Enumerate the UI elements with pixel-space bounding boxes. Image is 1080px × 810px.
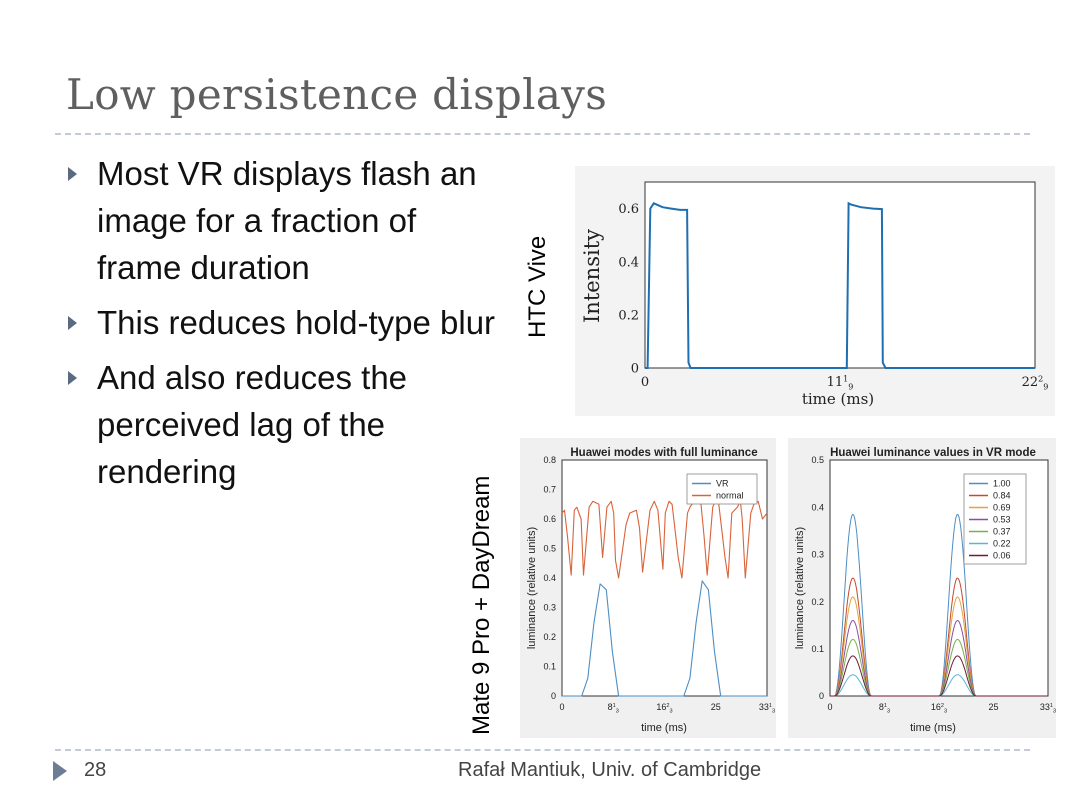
y-tick-label: 0.4 <box>618 255 639 270</box>
htc-vive-intensity-chart: 0 1119 2229 0 0.2 0.4 0.6 time (ms) Intensity <box>575 166 1055 416</box>
legend-box <box>686 473 758 505</box>
y-tick-label: 0.2 <box>811 597 824 607</box>
x-tick-label: 813 <box>879 702 890 714</box>
bullet-item: Most VR displays flash an image for a fr… <box>62 150 502 291</box>
x-tick-label: 1623 <box>656 702 672 714</box>
y-axis-label: luminance (relative units) <box>526 527 538 649</box>
title-divider <box>55 133 1030 135</box>
y-tick-label: 0.5 <box>811 455 824 465</box>
legend-entry: VR <box>716 479 729 489</box>
x-tick-label: 0 <box>827 702 832 712</box>
huawei-full-luminance-chart: Huawei modes with full luminance 0 813 162… <box>520 438 776 738</box>
slide-title: Low persistence displays <box>66 70 608 119</box>
bullet-arrow-icon <box>68 371 77 385</box>
bullet-arrow-icon <box>68 316 77 330</box>
footer-credit: Rafał Mantiuk, Univ. of Cambridge <box>458 759 762 781</box>
legend-entry: normal <box>716 491 744 501</box>
legend-entry: 0.37 <box>993 527 1011 537</box>
chart-title: Huawei modes with full luminance <box>570 447 757 459</box>
x-tick-label: 25 <box>989 702 999 712</box>
bullet-arrow-icon <box>68 167 77 181</box>
y-tick-label: 0 <box>551 691 556 701</box>
x-tick-label: 3313 <box>1040 702 1056 714</box>
series-line-0.06 <box>830 655 1048 697</box>
series-line-VR <box>562 580 767 697</box>
bullet-item: This reduces hold-type blur <box>62 299 502 346</box>
y-tick-label: 0.2 <box>543 632 556 642</box>
x-tick-label: 0 <box>559 702 564 712</box>
x-tick-label: 25 <box>711 702 721 712</box>
mate-daydream-label: Mate 9 Pro + DayDream <box>468 475 495 735</box>
bullet-text: This reduces hold-type blur <box>97 304 496 341</box>
y-tick-label: 0.2 <box>618 308 639 323</box>
huawei-vr-mode-luminance-chart: Huawei luminance values in VR mode 0 813 1… <box>788 438 1056 738</box>
plot-area <box>644 181 1036 369</box>
y-tick-label: 0.1 <box>543 662 556 672</box>
series-line-normal <box>561 500 768 579</box>
x-axis-label: time (ms) <box>641 722 687 734</box>
y-axis-label: luminance (relative units) <box>794 527 806 649</box>
footer-arrow-icon <box>53 761 67 781</box>
y-axis-label: Intensity <box>580 229 604 323</box>
y-tick-label: 0 <box>819 691 824 701</box>
bullet-list: Most VR displays flash an image for a fr… <box>62 150 502 503</box>
x-tick-label: 1119 <box>827 374 854 391</box>
page-number: 28 <box>84 759 107 781</box>
y-tick-label: 0.7 <box>543 485 556 495</box>
y-tick-label: 0.6 <box>543 514 556 524</box>
htc-vive-label: HTC Vive <box>524 235 551 338</box>
y-tick-label: 0.4 <box>543 573 556 583</box>
y-tick-label: 0.3 <box>543 603 556 613</box>
y-tick-label: 0.6 <box>618 202 639 217</box>
y-tick-label: 0.4 <box>811 502 824 512</box>
x-axis-label: time (ms) <box>910 722 956 734</box>
legend-entry: 0.06 <box>993 551 1011 561</box>
legend-entry: 0.69 <box>993 503 1011 513</box>
x-axis-label: time (ms) <box>802 390 874 408</box>
legend-entry: 0.22 <box>993 539 1011 549</box>
legend-entry: 1.00 <box>993 479 1011 489</box>
y-tick-label: 0.3 <box>811 550 824 560</box>
legend-entry: 0.53 <box>993 515 1011 525</box>
bullet-text: Most VR displays flash an image for a fr… <box>97 155 477 286</box>
x-tick-label: 813 <box>608 702 619 714</box>
x-tick-label: 3313 <box>759 702 775 714</box>
y-tick-label: 0.5 <box>543 544 556 554</box>
footer-divider <box>55 749 1030 751</box>
y-tick-label: 0.1 <box>811 644 824 654</box>
x-tick-label: 2229 <box>1022 374 1049 391</box>
x-tick-label: 0 <box>641 375 649 390</box>
y-tick-label: 0 <box>631 362 639 377</box>
y-tick-label: 0.8 <box>543 455 556 465</box>
chart-title: Huawei luminance values in VR mode <box>830 447 1036 459</box>
legend-entry: 0.84 <box>993 491 1011 501</box>
x-tick-label: 1623 <box>931 702 947 714</box>
bullet-text: And also reduces the perceived lag of th… <box>97 359 408 490</box>
intensity-series-line <box>645 201 1035 369</box>
bullet-item: And also reduces the perceived lag of th… <box>62 354 502 495</box>
